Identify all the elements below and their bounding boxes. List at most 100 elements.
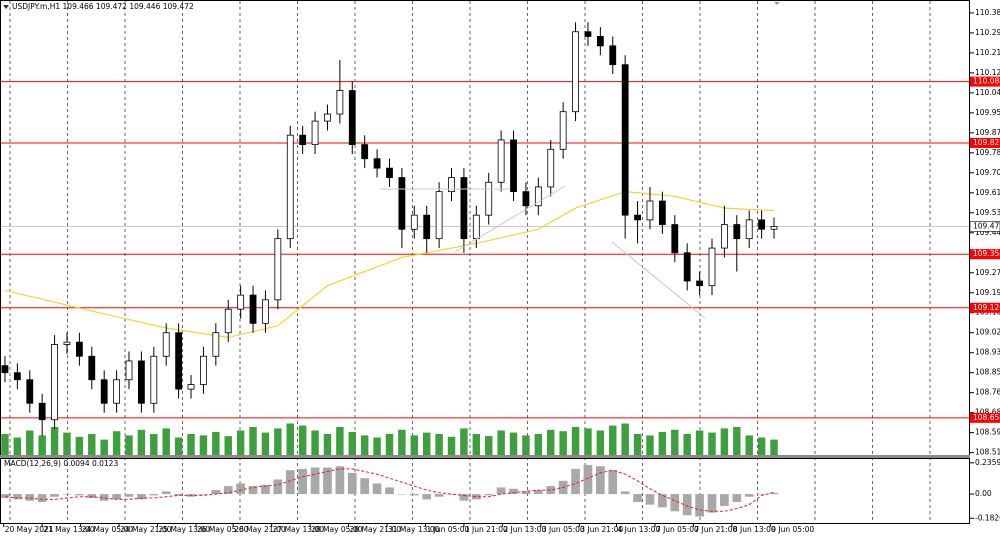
level-label: 109.126 xyxy=(973,303,1000,312)
plot-layers xyxy=(0,22,970,517)
candle-body xyxy=(435,191,443,240)
x-tick-label: 8 Jun 13:00 xyxy=(733,525,776,534)
macd-bar xyxy=(360,478,370,495)
macd-bar xyxy=(633,494,642,503)
volume-bar xyxy=(534,434,543,455)
x-tick-label: 24 May 05:00 xyxy=(82,525,134,534)
macd-bar xyxy=(707,494,717,513)
macd-bar xyxy=(13,494,22,500)
shift-marker[interactable] xyxy=(774,2,780,5)
macd-title: MACD(12,26,9) 0.0094 0.0123 xyxy=(4,459,118,468)
candle-body xyxy=(13,372,21,381)
level-label: 109.827 xyxy=(973,138,1000,147)
macd-bar xyxy=(347,472,357,495)
level-label-box xyxy=(970,412,1000,423)
macd-bar xyxy=(496,487,506,495)
macd-bar xyxy=(62,494,72,495)
candle-body xyxy=(348,90,356,146)
macd-bar xyxy=(620,491,630,495)
y-tick-label: 109.785 xyxy=(975,148,1000,157)
y-tick-label: 109.530 xyxy=(975,208,1000,217)
candle-body xyxy=(398,177,406,230)
volume-bar xyxy=(50,427,59,455)
macd-bar xyxy=(484,494,494,496)
volume-bar xyxy=(13,437,22,455)
macd-bar xyxy=(695,494,704,517)
macd-bar xyxy=(385,487,394,495)
candle-body xyxy=(547,148,555,188)
volume-bar xyxy=(708,432,716,455)
volume-bar xyxy=(447,436,456,455)
macd-bar xyxy=(137,494,146,500)
volume-bar xyxy=(360,435,369,455)
macd-bar xyxy=(161,491,171,495)
volume-bar xyxy=(373,437,381,455)
y-tick-label: 110.040 xyxy=(975,88,1000,97)
macd-y-tick-label: 0.00 xyxy=(975,489,992,498)
y-tick-label: 109.870 xyxy=(975,128,1000,137)
candle-body xyxy=(373,158,381,169)
x-tick-label: 26 May 05:00 xyxy=(197,525,249,534)
macd-bar xyxy=(397,494,407,495)
macd-bar xyxy=(583,464,593,495)
volume-bar xyxy=(63,432,71,455)
macd-y-tick-label: -0.1826 xyxy=(975,513,1000,522)
candle-body xyxy=(237,294,245,310)
candle-body xyxy=(361,144,369,160)
volume-bar xyxy=(261,432,270,455)
volume-bar xyxy=(522,435,530,455)
macd-bar xyxy=(471,494,481,500)
x-tick-label: 31 May 13:00 xyxy=(388,525,440,534)
macd-bar xyxy=(323,467,332,495)
volume-bar xyxy=(137,429,146,455)
macd-y-tick-label: 0.2359 xyxy=(975,458,1000,467)
candle-body xyxy=(559,111,567,150)
macd-bar xyxy=(37,494,47,503)
volume-bar xyxy=(683,434,691,455)
macd-bar xyxy=(223,486,233,495)
volume-bar xyxy=(174,437,183,455)
candle-body xyxy=(485,181,493,216)
y-tick-label: 110.125 xyxy=(975,68,1000,77)
volume-bar xyxy=(460,428,468,455)
x-tick-label: 4 Jun 13:00 xyxy=(617,525,660,534)
candle-body xyxy=(770,226,778,230)
symbol-menu-icon[interactable] xyxy=(3,5,9,9)
x-tick-label: 1 Jun 05:00 xyxy=(426,525,469,534)
panel-separator xyxy=(0,455,970,458)
y-tick-label: 108.595 xyxy=(975,428,1000,437)
macd-bar xyxy=(335,466,345,495)
macd-bar xyxy=(744,494,754,497)
macd-bar xyxy=(521,491,531,495)
volume-bar xyxy=(212,431,220,455)
macd-panel-frame xyxy=(0,458,970,524)
macd-bar xyxy=(757,494,766,495)
macd-bar xyxy=(285,470,295,495)
macd-bar xyxy=(75,494,84,496)
candle-body xyxy=(100,379,108,404)
volume-bar xyxy=(236,430,245,455)
volume-bar xyxy=(609,425,617,455)
macd-bar xyxy=(682,494,692,516)
volume-bar xyxy=(187,434,195,455)
macd-bar xyxy=(596,466,605,495)
volume-bar xyxy=(770,439,778,455)
candle-body xyxy=(671,224,679,254)
volume-bar xyxy=(745,435,753,455)
x-tick-label: 9 Jun 05:00 xyxy=(771,525,814,534)
macd-bar xyxy=(0,494,10,499)
x-tick-label: 7 Jun 05:00 xyxy=(656,525,699,534)
candle-body xyxy=(51,344,58,421)
candle-body xyxy=(386,167,393,178)
y-tick-label: 108.680 xyxy=(975,408,1000,417)
macd-bar xyxy=(199,494,208,495)
macd-bar xyxy=(720,494,729,506)
chart-title: USDJPY.m,H1 109.466 109.472 109.446 109.… xyxy=(12,2,194,11)
current-price-label: 109.472 xyxy=(973,221,1000,230)
macd-bar xyxy=(236,483,245,495)
candle-body xyxy=(274,238,282,301)
candle-body xyxy=(224,308,232,334)
x-tick-label: 20 May 2021 xyxy=(5,525,54,534)
candle-body xyxy=(460,177,468,240)
candle-body xyxy=(75,341,83,357)
